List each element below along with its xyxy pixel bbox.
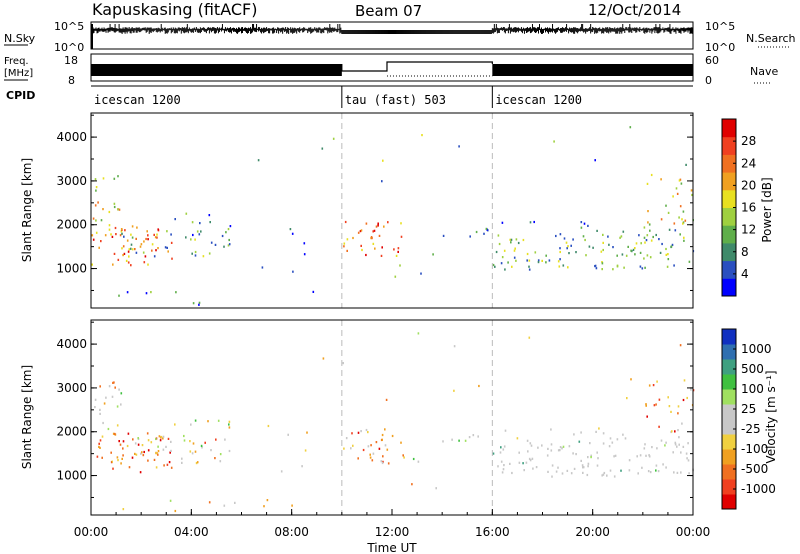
ytick-1000: 1000: [56, 469, 87, 483]
nave-tick-bottom: 0: [705, 74, 712, 87]
cbar-tick-28: 28: [741, 134, 756, 148]
ytick-3000: 3000: [56, 174, 87, 188]
ytick-2000: 2000: [56, 425, 87, 439]
nsearch-label: N.Search: [746, 32, 796, 45]
freq-tick-top: 18: [64, 54, 78, 67]
ytick-3000: 3000: [56, 381, 87, 395]
freq-label-2: [MHz]: [4, 68, 33, 79]
xtick-6: 00:00: [676, 525, 711, 539]
cpid-segments: icescan 1200 tau (fast) 503 icescan 1200: [94, 86, 582, 108]
power-frame: [90, 112, 694, 309]
velocity-x-axis: 00:00 04:00 08:00 12:00 16:00 20:00 00:00: [74, 509, 711, 539]
nsky-tick-bottom: 10^0: [54, 41, 84, 54]
power-ylabel: Slant Range [km]: [20, 158, 34, 262]
cbar-tick-16: 16: [741, 201, 756, 215]
cpid-segment-0: icescan 1200: [94, 93, 181, 107]
nsearch-tick-bottom: 10^0: [705, 41, 735, 54]
cbar-tick-12: 12: [741, 223, 756, 237]
power-boundaries: [341, 113, 493, 308]
velocity-ylabel: Slant Range [km]: [20, 365, 34, 469]
date-title: 12/Oct/2014: [588, 1, 681, 19]
velocity-heatmap-cells: [94, 332, 695, 513]
cpid-label: CPID: [6, 89, 35, 102]
power-colorbar-label: Power [dB]: [760, 177, 774, 242]
cbar-tick-1000: 1000: [741, 342, 772, 356]
cpid-segment-2: icescan 1200: [495, 93, 582, 107]
xtick-2: 08:00: [274, 525, 309, 539]
nsky-tick-top: 10^5: [54, 20, 84, 33]
freq-trace: [91, 61, 693, 77]
cbar-tick-500: 500: [741, 362, 764, 376]
cbar-tick--1000: -1000: [741, 482, 776, 496]
cbar-tick-8: 8: [741, 245, 749, 259]
ytick-2000: 2000: [56, 218, 87, 232]
power-panel: 1000 2000 3000 4000 Slant Range [km] 4 8 12 16…: [20, 112, 774, 309]
cbar-tick-100: 100: [741, 382, 764, 396]
cbar-tick--100: -100: [741, 442, 768, 456]
nsky-frame: [90, 21, 694, 50]
power-colorbar: 4 8 12 16 20 24 28: [721, 118, 756, 297]
nsky-trace: [90, 24, 693, 49]
power-plot-area: [91, 113, 693, 308]
xtick-3: 12:00: [375, 525, 410, 539]
velocity-plot-area: [91, 320, 693, 515]
nave-tick-top: 60: [705, 54, 719, 67]
cbar-tick--500: -500: [741, 462, 768, 476]
velocity-colorbar-label: Velocity [m s⁻¹]: [764, 370, 778, 463]
ytick-1000: 1000: [56, 262, 87, 276]
cbar-tick-4: 4: [741, 267, 749, 281]
freq-label-1: Freq.: [4, 56, 29, 67]
velocity-boundaries: [341, 320, 493, 515]
power-y-axis: 1000 2000 3000 4000: [56, 114, 693, 291]
xtick-4: 16:00: [475, 525, 510, 539]
nsky-label: N.Sky: [4, 32, 36, 45]
ytick-4000: 4000: [56, 337, 87, 351]
cpid-panel: CPID icescan 1200 tau (fast) 503 icescan 1…: [6, 85, 693, 108]
ytick-4000: 4000: [56, 130, 87, 144]
nave-label: Nave: [750, 65, 778, 78]
velocity-y-axis: 1000 2000 3000 4000: [56, 321, 693, 498]
freq-panel: Freq. [MHz] 18 8 60 0 Nave: [4, 53, 778, 87]
xtick-0: 00:00: [74, 525, 109, 539]
cbar-tick-24: 24: [741, 156, 756, 170]
cbar-tick-25: 25: [741, 402, 756, 416]
freq-tick-bottom: 8: [68, 74, 75, 87]
cbar-tick-20: 20: [741, 178, 756, 192]
station-title: Kapuskasing (fitACF): [92, 0, 257, 19]
nsky-panel: N.Sky 10^5 10^0 10^5 10^0 N.Search: [4, 20, 796, 54]
xtick-5: 20:00: [575, 525, 610, 539]
velocity-xlabel: Time UT: [366, 541, 417, 554]
cpid-segment-1: tau (fast) 503: [345, 93, 446, 107]
xtick-1: 04:00: [174, 525, 209, 539]
beam-title: Beam 07: [355, 2, 422, 20]
cbar-tick--25: -25: [741, 422, 761, 436]
velocity-colorbar: -1000 -500 -100 -25 25 100 500 1000: [721, 328, 776, 510]
nsearch-tick-top: 10^5: [705, 20, 735, 33]
